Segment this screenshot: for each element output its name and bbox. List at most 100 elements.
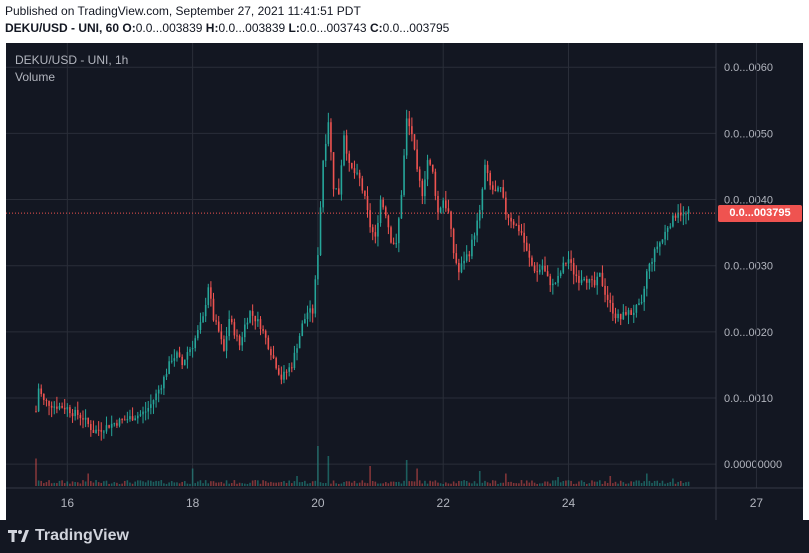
candle-body xyxy=(591,279,593,281)
candle-body xyxy=(447,208,450,212)
volume-bar xyxy=(66,481,69,486)
x-tick-label: 18 xyxy=(186,496,200,510)
candle-body xyxy=(296,348,298,353)
volume-bar xyxy=(387,483,390,486)
candle-body xyxy=(92,430,95,433)
volume-bar xyxy=(606,482,609,486)
volume-bar xyxy=(353,480,356,486)
volume-bar xyxy=(630,481,632,486)
volume-bar xyxy=(507,482,510,486)
candle-body xyxy=(324,143,327,161)
candle-body xyxy=(230,319,233,323)
brand[interactable]: TradingView xyxy=(7,527,129,545)
candle-body xyxy=(431,164,434,172)
candle-body xyxy=(669,226,672,228)
low-label: L: xyxy=(288,21,300,35)
candle-body xyxy=(194,338,197,349)
volume-bar xyxy=(204,480,207,486)
candle-body xyxy=(301,323,304,336)
volume-bar xyxy=(147,480,150,486)
candle-body xyxy=(335,188,337,190)
candle-body xyxy=(484,164,486,190)
volume-bar xyxy=(246,483,249,486)
candle-body xyxy=(90,424,92,431)
candle-body xyxy=(371,227,374,233)
candle-body xyxy=(288,367,290,372)
candle-body xyxy=(238,335,241,346)
volume-bar xyxy=(134,481,136,486)
candle-body xyxy=(322,160,324,208)
candle-body xyxy=(358,172,361,179)
volume-bar xyxy=(118,483,121,486)
candle-body xyxy=(137,415,139,419)
candle-body xyxy=(471,239,473,257)
candle-body xyxy=(228,319,230,337)
candle-body xyxy=(601,272,604,286)
candle-body xyxy=(343,135,345,166)
candle-body xyxy=(147,407,150,412)
volume-bar xyxy=(262,480,264,486)
volume-bar xyxy=(296,476,298,486)
volume-bar xyxy=(181,481,183,486)
candle-body xyxy=(246,322,249,325)
open-value: 0.0...003839 xyxy=(135,21,203,35)
candle-body xyxy=(108,425,110,428)
x-tick-label: 24 xyxy=(562,496,576,510)
volume-bar xyxy=(254,480,257,486)
volume-bar xyxy=(121,483,123,486)
price-chart[interactable]: 0.0...0060 0.0...0050 0.0...0040 0.0...0030… xyxy=(6,43,803,520)
candle-body xyxy=(207,287,210,305)
volume-bar xyxy=(163,483,165,486)
candle-body xyxy=(374,232,377,237)
legend-symbol: DEKU/USD - UNI, 1h xyxy=(15,53,129,67)
volume-bar xyxy=(212,481,215,486)
candle-body xyxy=(460,263,463,273)
volume-bar xyxy=(168,482,170,486)
candle-body xyxy=(272,355,275,359)
volume-bar xyxy=(142,481,144,486)
volume-bar xyxy=(494,480,497,486)
candle-body xyxy=(150,404,152,408)
candle-body xyxy=(664,231,666,240)
candle-body xyxy=(437,195,439,213)
volume-bar xyxy=(562,480,565,486)
candle-body xyxy=(97,429,100,431)
candle-body xyxy=(199,322,202,331)
candle-body xyxy=(643,288,645,303)
candle-body xyxy=(476,220,478,236)
volume-bar xyxy=(309,483,311,486)
volume-bar xyxy=(285,482,288,486)
volume-bar xyxy=(682,483,685,486)
candle-body xyxy=(687,209,690,214)
volume-bar xyxy=(92,482,95,486)
candle-body xyxy=(327,122,330,144)
volume-bar xyxy=(374,481,377,486)
candle-body xyxy=(298,335,301,349)
volume-bar xyxy=(492,480,494,486)
candle-body xyxy=(659,242,661,247)
candle-body xyxy=(236,335,238,337)
volume-bar xyxy=(306,483,309,486)
volume-bar xyxy=(541,483,544,486)
candle-body xyxy=(139,414,142,416)
volume-bar xyxy=(523,483,525,486)
candle-body xyxy=(204,304,207,317)
volume-bar xyxy=(53,482,56,486)
candle-body xyxy=(330,122,332,153)
candle-body xyxy=(494,189,497,192)
candle-body xyxy=(593,280,596,286)
candle-body xyxy=(377,223,379,237)
candle-body xyxy=(418,169,421,181)
candle-body xyxy=(35,411,37,413)
volume-bar xyxy=(241,483,244,486)
volume-bar xyxy=(405,460,408,486)
volume-bar xyxy=(337,483,340,486)
volume-bar xyxy=(455,483,458,486)
candle-body xyxy=(512,221,515,225)
candle-body xyxy=(465,254,468,261)
candle-body xyxy=(197,330,199,339)
candle-body xyxy=(489,173,491,186)
chart-frame[interactable]: 0.0...0060 0.0...0050 0.0...0040 0.0...0030… xyxy=(6,43,803,520)
candle-body xyxy=(311,308,314,314)
volume-bar xyxy=(131,483,134,486)
